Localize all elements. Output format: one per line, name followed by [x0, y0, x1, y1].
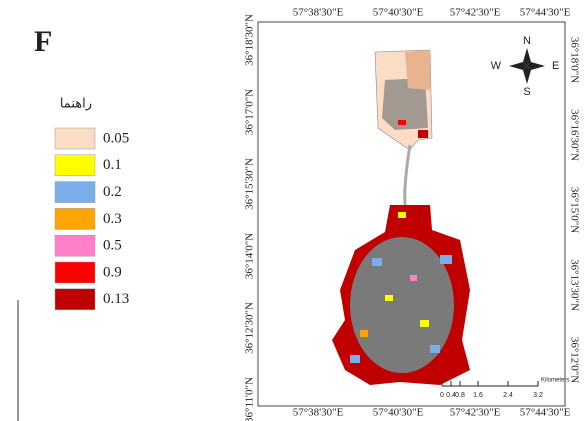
right-coord-label: 36°16'30"N — [568, 109, 580, 161]
scale-label: 1.6 — [473, 392, 483, 399]
patch — [410, 275, 417, 281]
compass-s: S — [523, 86, 530, 98]
scale-label: 2.4 — [503, 392, 513, 399]
scale-label: 0.4 — [446, 392, 456, 399]
patch — [372, 258, 382, 266]
patch — [430, 345, 440, 353]
legend-swatch — [54, 208, 96, 230]
legend-swatch — [54, 181, 96, 203]
legend-label: 0.5 — [103, 238, 122, 254]
left-coord-label: 36°15'30"N — [244, 158, 256, 210]
patch — [385, 295, 393, 301]
top-coord-label: 57°38'30"E — [293, 7, 344, 19]
compass: N S E W — [491, 35, 560, 98]
patch — [398, 212, 406, 218]
legend-swatch — [54, 261, 96, 284]
road — [403, 144, 412, 206]
legend-swatch — [54, 288, 96, 311]
bottom-coord-label: 57°42'30"E — [450, 407, 501, 419]
scale-label: 0 — [440, 392, 444, 399]
bottom-coord-label: 57°38'30"E — [293, 407, 344, 419]
compass-n: N — [523, 35, 531, 47]
legend-label: 0.05 — [103, 130, 129, 146]
patch — [418, 130, 428, 138]
legend-swatch — [54, 154, 96, 177]
legend-label: 0.3 — [103, 211, 122, 227]
bottom-coord-label: 57°40'30"E — [373, 407, 424, 419]
right-coord-label: 36°13'30"N — [568, 259, 580, 311]
legend-label: 0.1 — [103, 157, 122, 173]
patch — [420, 320, 429, 327]
top-coord-label: 57°42'30"E — [450, 7, 501, 19]
north-field — [405, 50, 430, 90]
legend-label: 0.9 — [103, 264, 122, 280]
south-built-area — [350, 237, 454, 373]
patch — [398, 120, 406, 125]
north-built-area — [382, 78, 428, 130]
right-coord-label: 36°15'0"N — [568, 187, 580, 233]
map-area — [332, 49, 470, 385]
legend-label: 0.2 — [103, 184, 122, 200]
scale-bar: 0 0.4 0.8 1.6 2.4 3.2 Kilometers — [440, 378, 569, 399]
left-coord-label: 36°17'0"N — [244, 89, 256, 135]
left-coord-label: 36°14'0"N — [244, 233, 256, 279]
compass-e: E — [552, 60, 559, 72]
bottom-coord-label: 57°44'30"E — [520, 407, 571, 419]
legend-label: 0.13 — [103, 291, 129, 307]
legend-swatch — [54, 127, 96, 150]
top-coord-label: 57°40'30"E — [373, 7, 424, 19]
panel-label: F — [34, 25, 52, 58]
left-coord-label: 36°12'30"N — [244, 302, 256, 354]
top-coord-label: 57°44'30"E — [520, 7, 571, 19]
legend: 0.05 0.1 0.2 0.3 0.5 0.9 0.13 — [54, 127, 129, 311]
compass-w: W — [491, 60, 502, 72]
scale-unit: Kilometers — [541, 378, 569, 384]
patch — [350, 355, 360, 363]
legend-title: راهنما — [60, 97, 92, 112]
scale-label: 3.2 — [533, 392, 543, 399]
scale-label: 0.8 — [455, 392, 465, 399]
patch — [360, 330, 368, 337]
right-coord-label: 36°18'0"N — [568, 37, 580, 83]
left-coord-label: 36°18'30"N — [244, 14, 256, 66]
patch — [440, 255, 452, 264]
map-frame — [257, 21, 566, 407]
legend-swatch — [54, 234, 96, 257]
right-coord-label: 36°12'0"N — [568, 337, 580, 383]
left-coord-label: 36°11'0"N — [244, 377, 256, 421]
